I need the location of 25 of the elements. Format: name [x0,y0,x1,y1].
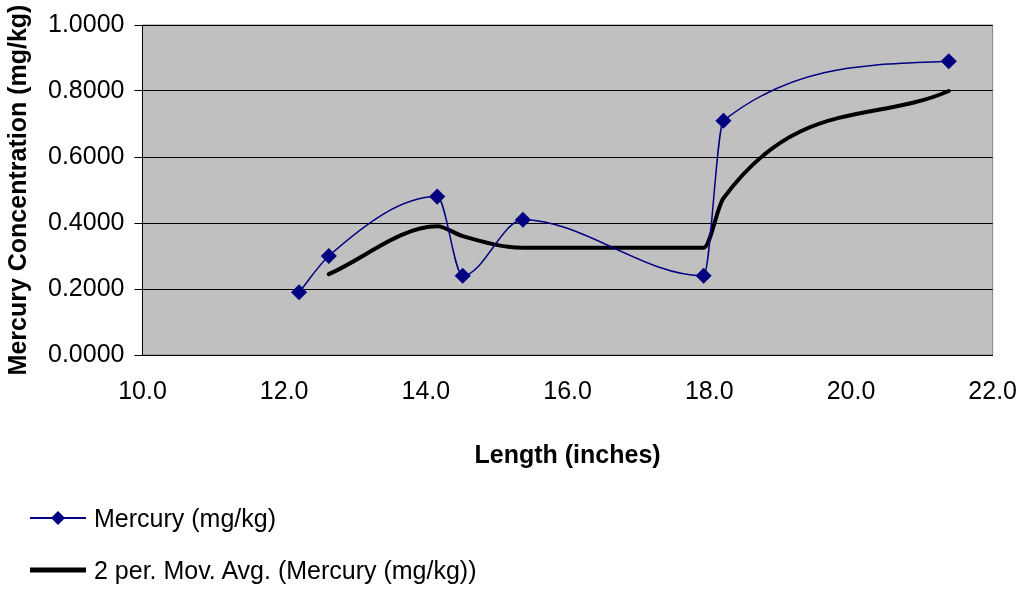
point [695,268,712,284]
y-axis-title: Mercury Concentration (mg/kg) [2,4,31,376]
y-tick-label: 0.8000 [48,74,125,103]
legend-label: 2 per. Mov. Avg. (Mercury (mg/kg)) [94,555,477,585]
x-tick-label: 10.0 [118,375,167,404]
point [515,211,531,228]
point [291,284,307,301]
y-tick-label: 0.0000 [48,338,125,367]
point [940,53,957,70]
legend-label: Mercury (mg/kg) [94,503,276,533]
y-tick-label: 0.6000 [48,140,125,169]
x-tick-label: 20.0 [826,375,876,404]
point [429,188,445,205]
y-tick-label: 0.2000 [48,272,125,301]
x-tick-label: 22.0 [968,375,1018,404]
x-tick-label: 16.0 [543,375,592,404]
x-tick-label: 14.0 [401,375,451,404]
y-tick-label: 0.4000 [48,206,125,235]
x-tick-label: 18.0 [684,375,734,404]
point [454,268,471,284]
x-axis-title: Length (inches) [474,439,661,468]
point [715,112,732,129]
point [321,248,337,264]
x-tick-label: 12.0 [259,375,309,404]
y-tick-label: 1.0000 [48,8,125,37]
